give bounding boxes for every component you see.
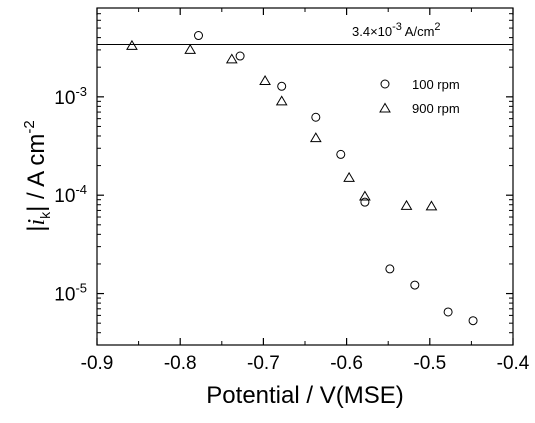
reference-annotation: 3.4×10-3 A/cm2 [352, 21, 441, 39]
point-900rpm [359, 190, 371, 201]
point-100rpm [336, 149, 346, 159]
point-100rpm [194, 31, 204, 41]
point-900rpm [425, 200, 438, 211]
legend-label-100rpm: 100 rpm [412, 77, 460, 92]
point-100rpm [410, 280, 420, 290]
legend-marker-900rpm [379, 102, 391, 113]
x-tick-label: -0.9 [81, 353, 114, 374]
point-900rpm [126, 39, 138, 50]
y-tick-labels: 10-5 10-4 10-3 [54, 84, 87, 306]
point-900rpm [259, 74, 271, 85]
x-tick-label: -0.4 [497, 353, 530, 374]
point-100rpm [277, 81, 287, 91]
x-tick-label: -0.7 [247, 353, 280, 374]
legend-label-900rpm: 900 rpm [412, 101, 460, 116]
x-tick-label: -0.5 [413, 353, 446, 374]
point-900rpm [275, 95, 288, 106]
x-axis-title: Potential / V(MSE) [206, 382, 403, 409]
point-900rpm [400, 199, 413, 210]
svg-text:|ik| / A cm-2: |ik| / A cm-2 [21, 120, 53, 232]
point-100rpm [360, 197, 370, 207]
x-tick-labels: -0.9 -0.8 -0.7 -0.6 -0.5 -0.4 [81, 353, 530, 374]
y-axis-title: |ik| / A cm-2 [21, 120, 53, 232]
legend: 100 rpm 900 rpm [379, 77, 460, 116]
point-900rpm [309, 132, 322, 143]
plot-frame [96, 7, 514, 346]
y-tick-label: 10-4 [54, 182, 87, 207]
point-100rpm [311, 112, 321, 122]
point-900rpm [343, 171, 355, 182]
x-tick-label: -0.8 [164, 353, 197, 374]
x-tick-label: -0.6 [330, 353, 363, 374]
axis-ticks [96, 7, 514, 346]
point-100rpm [385, 264, 395, 274]
point-900rpm [184, 43, 197, 54]
point-100rpm [468, 316, 478, 326]
legend-marker-100rpm [380, 79, 390, 89]
y-tick-label: 10-5 [54, 281, 87, 306]
data-points [126, 31, 478, 326]
point-100rpm [235, 51, 245, 61]
point-100rpm [443, 307, 453, 317]
point-900rpm [225, 53, 238, 64]
y-tick-label: 10-3 [54, 84, 87, 109]
